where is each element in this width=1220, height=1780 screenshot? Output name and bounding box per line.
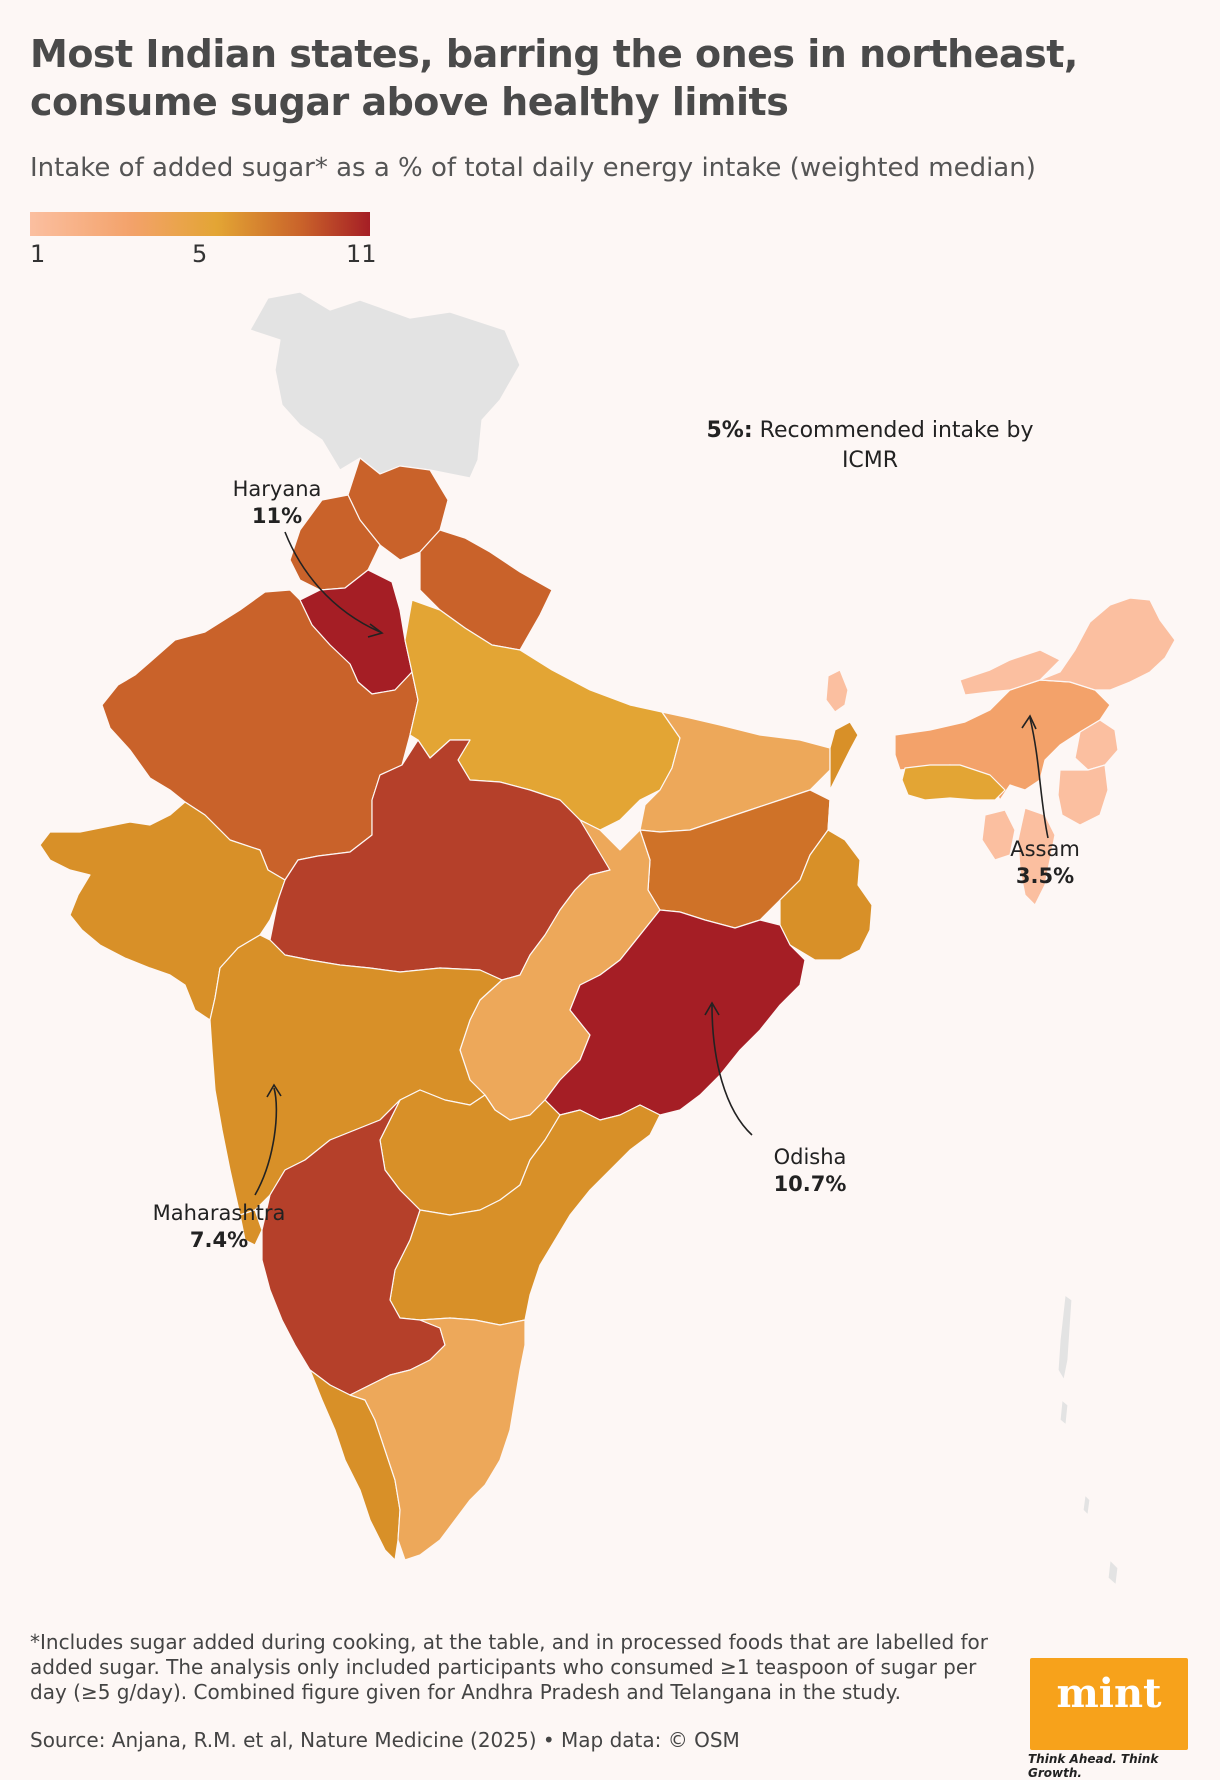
maharashtra-arrowhead	[266, 1083, 282, 1098]
state-sikkim	[825, 669, 849, 713]
chart-subtitle: Intake of added sugar* as a % of total d…	[30, 153, 1036, 183]
haryana-annotation: Haryana 11%	[212, 476, 342, 530]
haryana-arrow	[284, 531, 381, 633]
state-west-bengal	[779, 721, 873, 961]
state-mizoram	[1017, 807, 1056, 906]
color-scale-legend	[30, 212, 370, 236]
maharashtra-annotation: Maharashtra 7.4%	[144, 1200, 294, 1254]
assam-value: 3.5%	[1015, 864, 1075, 888]
state-tripura	[981, 809, 1016, 861]
legend-max-label: 11	[346, 240, 377, 268]
odisha-value: 10.7%	[773, 1172, 847, 1196]
odisha-arrowhead	[704, 1001, 720, 1016]
chart-title: Most Indian states, barring the ones in …	[30, 32, 1078, 124]
state-nagaland	[1074, 719, 1119, 771]
logo-tagline: Think Ahead. Think Growth.	[1028, 1752, 1159, 1780]
assam-arrow	[1029, 717, 1049, 839]
maharashtra-value: 7.4%	[189, 1228, 249, 1252]
odisha-name: Odisha	[773, 1145, 847, 1169]
assam-annotation: Assam 3.5%	[985, 836, 1105, 890]
state-manipur	[1057, 764, 1109, 826]
assam-arrowhead	[1021, 714, 1037, 730]
odisha-annotation: Odisha 10.7%	[750, 1144, 870, 1198]
state-goa	[239, 1209, 263, 1246]
state-tamil-nadu	[349, 1317, 526, 1561]
state-jammu-kashmir-ladakh	[249, 291, 521, 479]
odisha-arrow	[711, 1004, 753, 1136]
islands-andaman	[1057, 1294, 1119, 1586]
haryana-name: Haryana	[232, 477, 322, 501]
footnote: *Includes sugar added during cooking, at…	[30, 1630, 989, 1704]
state-meghalaya	[901, 764, 1006, 801]
recommended-value: 5%:	[706, 418, 753, 443]
recommended-intake-note: 5%: Recommended intake by ICMR	[690, 416, 1050, 476]
haryana-arrowhead	[367, 623, 384, 638]
assam-name: Assam	[1010, 837, 1080, 861]
state-arunachal	[959, 597, 1176, 696]
source-line: Source: Anjana, R.M. et al, Nature Medic…	[30, 1728, 740, 1752]
mint-logo: mint	[1030, 1658, 1188, 1750]
haryana-value: 11%	[251, 504, 303, 528]
maharashtra-arrow	[254, 1087, 278, 1196]
legend-mid-label: 5	[192, 240, 208, 268]
maharashtra-name: Maharashtra	[152, 1201, 286, 1225]
legend-min-label: 1	[30, 240, 46, 268]
logo-word: mint	[1056, 1670, 1162, 1717]
recommended-text: Recommended intake by ICMR	[759, 418, 1034, 473]
